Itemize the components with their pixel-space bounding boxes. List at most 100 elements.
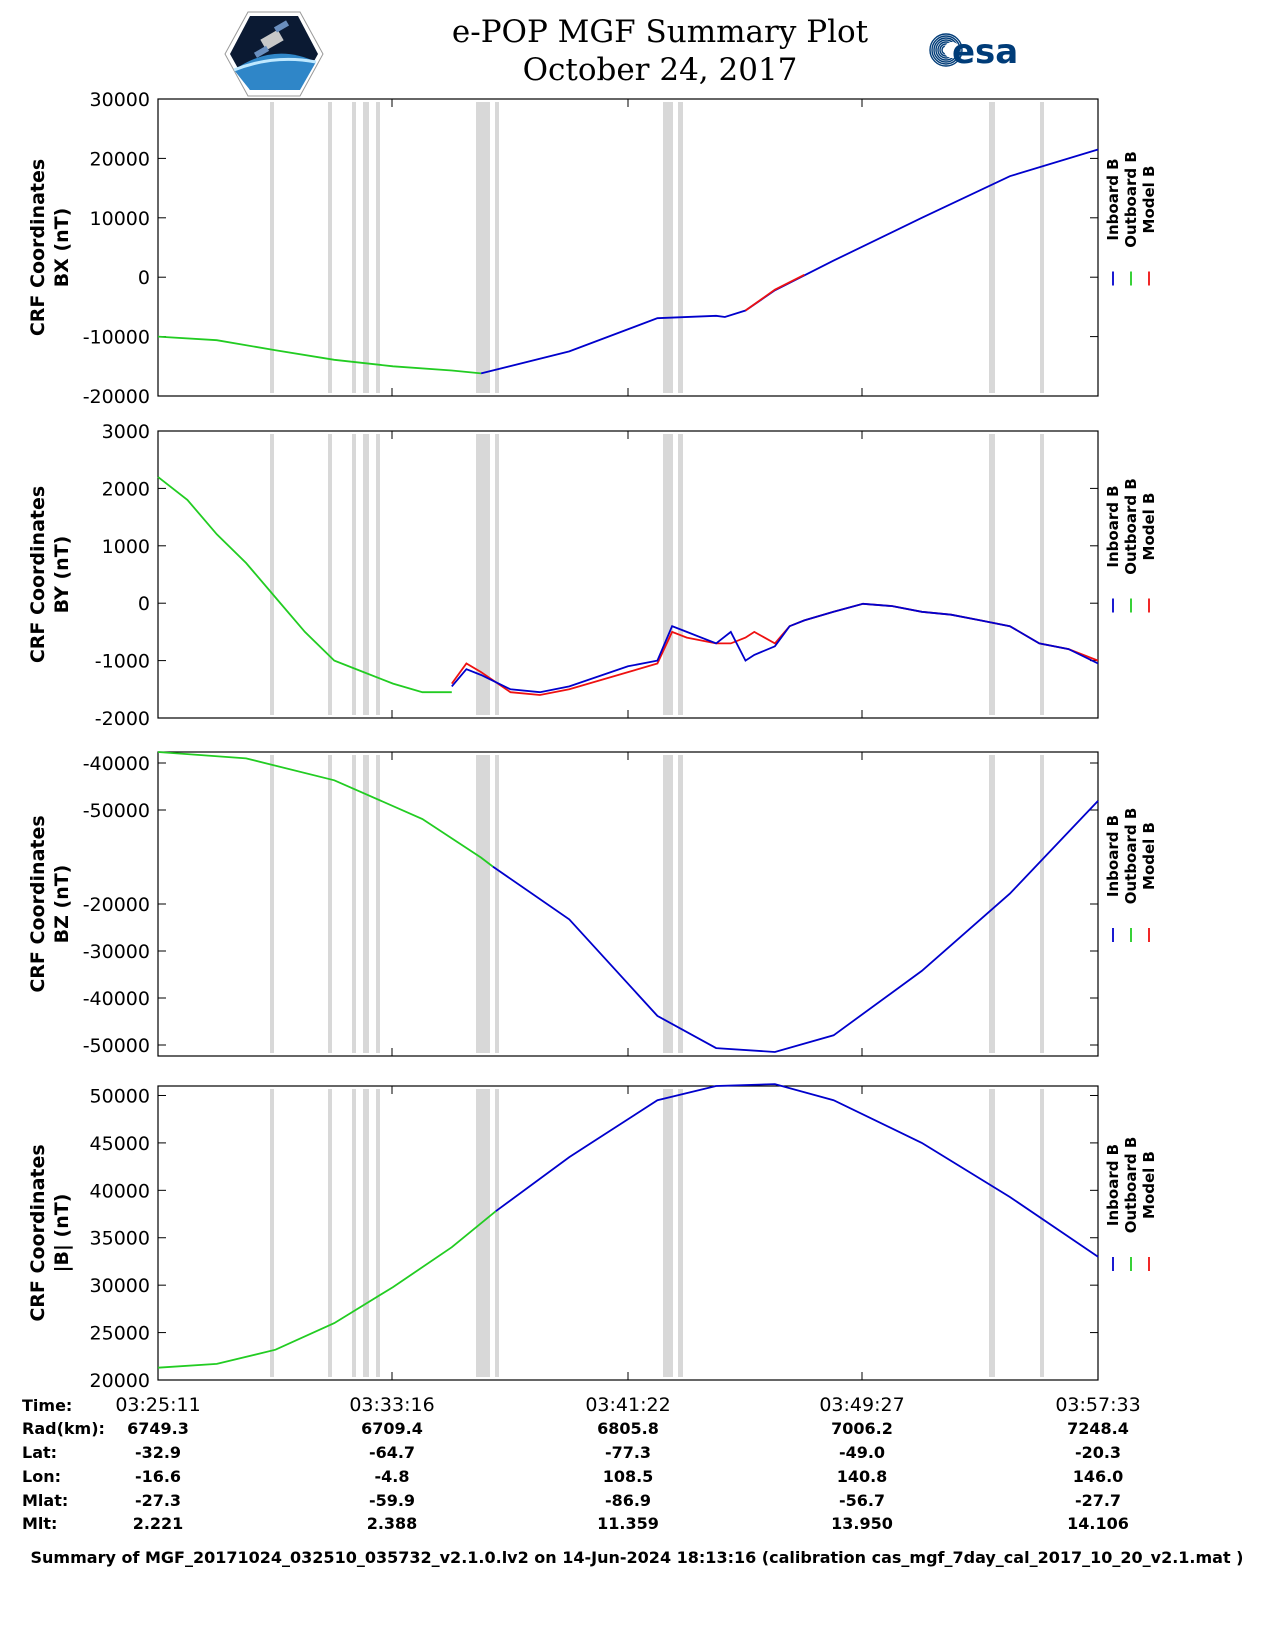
data-gap-band [678,755,683,1053]
info-row-value: 146.0 [1073,1467,1124,1486]
logo-satellite-panel [273,20,290,33]
info-row-value: -27.7 [1075,1491,1121,1510]
legend-label: Inboard B [1104,1144,1122,1226]
y-tick-label: 30000 [90,89,150,111]
info-row-value: 7248.4 [1067,1419,1129,1438]
data-gap-band [989,1089,995,1377]
y-tick-label: -20000 [83,386,150,408]
data-gap-band [663,102,673,393]
panel-1: 30000 20000 10000 0 -10000 -20000 CRF Coordina… [27,89,1158,408]
legend-label: Inboard B [1104,815,1122,897]
x-tick-label: 03:33:16 [349,1394,434,1416]
data-gap-band [678,102,683,393]
series-inboard-b [495,1083,1099,1258]
esa-logo-ring [929,33,963,67]
x-tick-label: 03:57:33 [1055,1394,1140,1416]
data-gap-band [663,434,673,715]
info-row-value: -86.9 [605,1491,651,1510]
legend-label: Inboard B [1104,485,1122,567]
esa-logo: esa [929,32,1018,72]
series-model-b [744,273,805,312]
y-tick-label: 40000 [90,1180,150,1202]
info-row-value: 108.5 [603,1467,654,1486]
data-gap-band [476,1089,490,1377]
info-row-value: 6805.8 [597,1419,659,1438]
data-gap-band [495,434,499,715]
y-tick-label: -30000 [83,941,150,963]
info-row-value: -27.3 [135,1491,181,1510]
legend-label: Model B [1140,822,1158,890]
info-row-value: -16.6 [135,1467,181,1486]
y-axis-label-line: CRF Coordinates [27,1144,49,1321]
data-gap-band [376,1089,380,1377]
y-axis-label: CRF Coordinates |B| (nT) [27,1144,73,1321]
y-tick-label: 45000 [90,1133,150,1155]
series-model-b [451,602,1099,696]
info-row-value: -20.3 [1075,1443,1121,1462]
plot-frame [157,1085,1099,1381]
data-gap-band [328,102,332,393]
legend-label: Model B [1140,1151,1158,1219]
data-gap-band [989,102,995,393]
y-tick-label: 0 [138,267,150,289]
data-gap-band [352,434,356,715]
y-axis-label-line: |B| (nT) [51,1194,73,1273]
y-tick-label: 35000 [90,1228,150,1250]
y-axis-label: CRF Coordinates BZ (nT) [27,815,73,992]
y-tick-label: 50000 [90,1085,150,1107]
y-axis-label-line: CRF Coordinates [27,159,49,336]
panel-3: -40000 -50000 -20000 -30000 -40000 -50000 CRF … [27,751,1158,1057]
series-outboard-b [157,751,494,868]
data-gap-band [328,755,332,1053]
legend-entry: Inboard B [1104,1144,1122,1226]
data-gap-band [270,102,274,393]
data-gap-band [270,434,274,715]
info-row-value: 140.8 [837,1467,888,1486]
plot-frame [157,430,1099,719]
legend-entry: Inboard B [1104,815,1122,897]
legend-entry: Model B [1140,493,1158,561]
x-tick-label: 03:49:27 [819,1394,904,1416]
panel-2: 3000 2000 1000 0 -1000 -2000 CRF Coordinates BY… [27,421,1158,730]
y-tick-label: 1000 [102,536,150,558]
data-gap-band [376,102,380,393]
legend-label: Model B [1140,493,1158,561]
data-gap-band [376,755,380,1053]
info-row-value: -77.3 [605,1443,651,1462]
data-gap-band [1040,1089,1044,1377]
legend-entry: Outboard B [1122,478,1140,575]
series-outboard-b [157,1210,497,1369]
data-gap-band [270,1089,274,1377]
info-row-value: -59.9 [369,1491,415,1510]
y-tick-label: -10000 [83,327,150,349]
data-gap-band [495,102,499,393]
logo-satellite-panel [253,45,270,58]
series-outboard-b [157,476,452,694]
data-gap-band [352,102,356,393]
data-gap-band [678,1089,683,1377]
info-row-value: -64.7 [369,1443,415,1462]
logo-atmosphere [233,57,317,72]
data-gap-band [495,755,499,1053]
y-tick-label: -20000 [83,894,150,916]
legend-entry: Model B [1140,822,1158,890]
y-tick-label: 20000 [90,148,150,170]
esa-logo-text: esa [952,32,1018,72]
legend-entry: Model B [1140,1151,1158,1219]
data-gap-band [663,755,673,1053]
logo-satellite-body [260,29,284,51]
y-axis-label: CRF Coordinates BY (nT) [27,486,73,663]
info-row-value: 6749.3 [127,1419,189,1438]
info-row-label: Mlat: [22,1491,68,1510]
y-tick-label: -2000 [95,708,150,730]
data-gap-band [270,755,274,1053]
esa-logo-core [944,42,960,58]
y-axis-label-line: BZ (nT) [51,865,73,944]
info-row-label: Time: [22,1396,72,1415]
data-gap-band [476,102,490,393]
data-gap-band [363,434,369,715]
data-gap-band [328,1089,332,1377]
plot-frame [157,751,1099,1057]
y-tick-label: -50000 [83,1035,150,1057]
